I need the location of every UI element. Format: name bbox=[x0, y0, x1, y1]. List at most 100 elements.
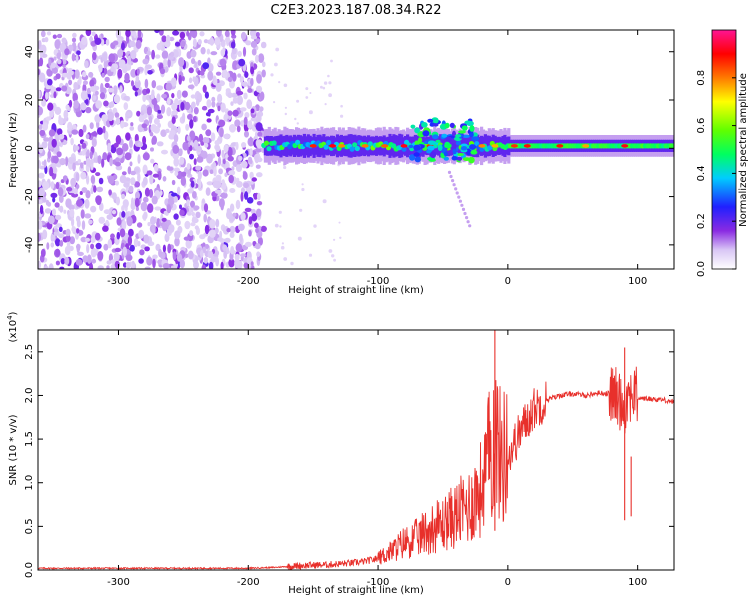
heatmap-cell bbox=[354, 145, 360, 152]
heatmap-cell bbox=[220, 261, 224, 269]
spectrogram-y-ticks: -40 -20 0 20 40 bbox=[24, 45, 674, 253]
snr-series bbox=[38, 330, 674, 570]
heatmap-cell bbox=[171, 179, 176, 186]
colorbar-tick-label: 0.6 bbox=[696, 118, 707, 134]
heatmap-cell bbox=[150, 147, 154, 152]
heatmap-cell bbox=[197, 59, 202, 66]
heatmap-cell bbox=[441, 133, 448, 138]
heatmap-cell bbox=[220, 49, 226, 57]
heatmap-cell bbox=[50, 242, 55, 248]
heatmap-cell bbox=[413, 152, 420, 157]
heatmap-cell bbox=[229, 203, 235, 212]
heatmap-cell bbox=[113, 85, 118, 95]
heatmap-cell bbox=[443, 151, 448, 157]
heatmap-cell bbox=[69, 208, 75, 218]
heatmap-cell bbox=[401, 146, 407, 152]
heatmap-cell bbox=[241, 160, 248, 169]
heatmap-cell bbox=[80, 90, 88, 101]
heatmap-cell bbox=[224, 30, 230, 37]
heatmap-cell bbox=[41, 99, 47, 107]
heatmap-cell bbox=[114, 161, 121, 167]
heatmap-cell bbox=[63, 209, 67, 214]
heatmap-cell bbox=[189, 145, 193, 152]
heatmap-cell bbox=[113, 252, 120, 261]
heatmap-cell bbox=[76, 219, 81, 228]
heatmap-cell bbox=[101, 114, 108, 122]
heatmap-cell bbox=[235, 181, 243, 188]
heatmap-cell bbox=[86, 175, 90, 185]
heatmap-cell bbox=[232, 72, 237, 82]
heatmap-cell bbox=[328, 81, 332, 85]
heatmap-cell bbox=[218, 119, 226, 128]
heatmap-cell bbox=[189, 153, 194, 160]
heatmap-cell bbox=[44, 208, 52, 214]
heatmap-cell bbox=[71, 226, 76, 233]
heatmap-cell bbox=[187, 113, 193, 120]
heatmap-cell bbox=[162, 244, 166, 253]
heatmap-cell bbox=[202, 84, 207, 93]
heatmap-cell bbox=[283, 83, 288, 88]
heatmap-cell bbox=[461, 207, 466, 211]
heatmap-cell bbox=[207, 250, 214, 259]
heatmap-cell bbox=[198, 133, 204, 143]
heatmap-cell bbox=[260, 41, 267, 49]
heatmap-cell bbox=[108, 53, 116, 63]
heatmap-cell bbox=[52, 234, 56, 242]
heatmap-cell bbox=[190, 200, 195, 208]
heatmap-cell bbox=[478, 144, 486, 148]
heatmap-cell bbox=[65, 156, 69, 167]
heatmap-cell bbox=[491, 144, 499, 148]
heatmap-cell bbox=[69, 157, 76, 163]
heatmap-cell bbox=[204, 244, 210, 249]
heatmap-cell bbox=[189, 230, 194, 237]
heatmap-cell bbox=[104, 82, 110, 88]
heatmap-cell bbox=[94, 37, 102, 45]
heatmap-cell bbox=[71, 129, 79, 135]
heatmap-cell bbox=[227, 155, 234, 162]
heatmap-cell bbox=[85, 190, 91, 199]
heatmap-cell bbox=[156, 141, 164, 147]
heatmap-cell bbox=[121, 193, 126, 200]
heatmap-cell bbox=[191, 58, 196, 65]
heatmap-cell bbox=[93, 151, 98, 158]
heatmap-cell bbox=[156, 85, 164, 91]
heatmap-cell bbox=[279, 225, 282, 228]
x-tick-label: -300 bbox=[107, 276, 130, 287]
heatmap-cell bbox=[159, 68, 166, 75]
heatmap-cell bbox=[236, 95, 243, 106]
heatmap-cell bbox=[205, 129, 212, 137]
heatmap-cell bbox=[147, 70, 153, 75]
heatmap-cell bbox=[457, 153, 464, 156]
heatmap-cell bbox=[186, 163, 191, 170]
heatmap-cell bbox=[206, 181, 214, 186]
heatmap-cell bbox=[220, 192, 228, 199]
heatmap-cell bbox=[194, 61, 198, 69]
heatmap-cell bbox=[114, 260, 120, 269]
snr-y-ticks: 0.0 0.5 1.0 1.5 2.0 2.5 bbox=[24, 344, 674, 578]
heatmap-cell bbox=[263, 140, 269, 146]
heatmap-cell bbox=[209, 229, 216, 238]
heatmap-cell bbox=[202, 62, 210, 70]
heatmap-cell bbox=[61, 85, 68, 92]
heatmap-cell bbox=[131, 260, 136, 269]
heatmap-cell bbox=[142, 164, 148, 175]
heatmap-cell bbox=[274, 223, 279, 228]
heatmap-cell bbox=[215, 256, 220, 267]
heatmap-cell bbox=[454, 187, 458, 191]
heatmap-cell bbox=[462, 134, 471, 138]
heatmap-cell bbox=[178, 57, 185, 67]
heatmap-cell bbox=[352, 142, 358, 148]
heatmap-cell bbox=[226, 247, 230, 255]
y-tick-label: 0.5 bbox=[24, 518, 35, 534]
heatmap-cell bbox=[127, 55, 131, 65]
heatmap-cell bbox=[133, 32, 137, 39]
chart-title: C2E3.2023.187.08.34.R22 bbox=[270, 3, 441, 18]
heatmap-cell bbox=[466, 220, 470, 224]
heatmap-cell bbox=[171, 192, 178, 197]
heatmap-cell bbox=[53, 91, 57, 99]
heatmap-cell bbox=[242, 171, 248, 180]
heatmap-cell bbox=[139, 249, 145, 256]
heatmap-cell bbox=[240, 31, 247, 41]
heatmap-cell bbox=[671, 143, 674, 149]
heatmap-cell bbox=[211, 96, 216, 103]
